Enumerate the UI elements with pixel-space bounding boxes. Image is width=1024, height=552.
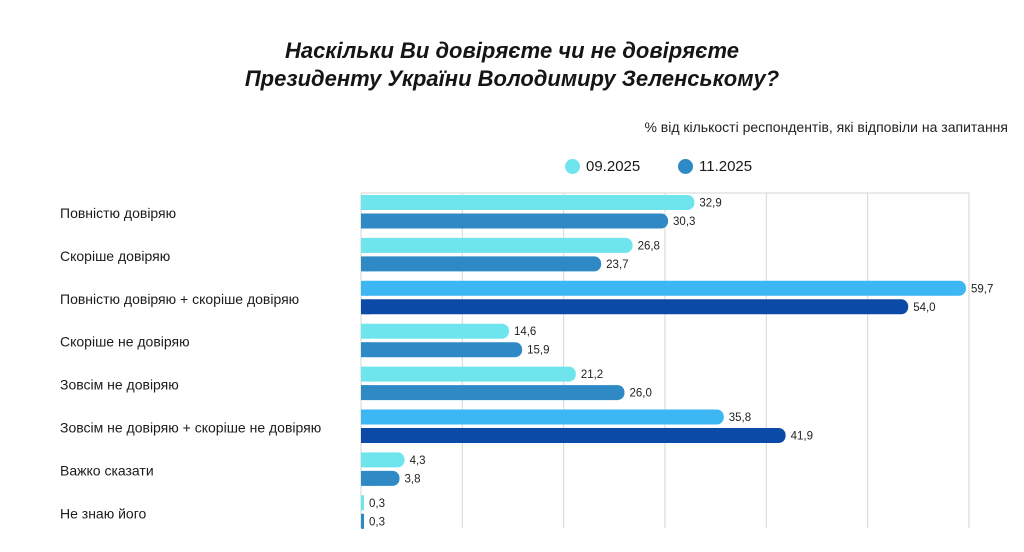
- data-label: 41,9: [791, 431, 813, 443]
- chart-title-line-1: Наскільки Ви довіряєте чи не довіряєте: [284, 38, 740, 63]
- data-label: 59,7: [971, 283, 993, 295]
- bar-09-2025: [361, 452, 405, 468]
- legend-swatch: [565, 159, 580, 174]
- legend-item-11-2025: 11.2025: [678, 158, 752, 175]
- legend-label: 09.2025: [586, 158, 641, 175]
- data-label: 32,9: [699, 198, 721, 210]
- bar-base: [361, 195, 369, 210]
- bar-09-2025: [361, 366, 576, 382]
- bar-11-2025: [361, 342, 523, 358]
- data-label: 14,6: [514, 326, 536, 338]
- category-label: Скоріше довіряю: [60, 248, 170, 264]
- bar-11-2025: [361, 213, 669, 229]
- bar-09-2025: [361, 409, 724, 425]
- bar-base: [361, 452, 369, 468]
- category-label: Скоріше не довіряю: [60, 334, 190, 350]
- bar-base: [361, 280, 369, 296]
- data-label: 15,9: [527, 345, 549, 357]
- bar-base: [361, 495, 365, 511]
- bar-base: [361, 323, 369, 339]
- bar-base: [361, 213, 369, 229]
- data-label: 0,3: [369, 498, 385, 510]
- data-label: 21,2: [581, 369, 603, 381]
- bar-09-2025: [361, 195, 695, 210]
- bar-base: [361, 385, 369, 401]
- bar-base: [361, 513, 365, 529]
- category-label: Важко сказати: [60, 462, 154, 478]
- bar-base: [361, 342, 369, 358]
- data-label: 4,3: [410, 455, 426, 467]
- bar-base: [361, 409, 369, 425]
- data-label: 26,0: [629, 388, 651, 400]
- bar-base: [361, 366, 369, 382]
- bar-11-2025: [361, 299, 909, 315]
- bar-11-2025: [361, 385, 625, 401]
- bar-base: [361, 299, 369, 315]
- data-label: 0,3: [369, 516, 385, 528]
- bar-base: [361, 256, 369, 272]
- bar-09-2025: [361, 280, 966, 296]
- category-label: Зовсім не довіряю: [60, 377, 179, 393]
- category-label: Зовсім не довіряю + скоріше не довіряю: [60, 420, 321, 436]
- data-label: 54,0: [913, 302, 935, 314]
- category-label: Повністю довіряю: [60, 205, 176, 221]
- bar-11-2025: [361, 428, 786, 443]
- data-label: 26,8: [638, 240, 660, 252]
- legend-item-09-2025: 09.2025: [565, 158, 640, 175]
- bar-base: [361, 428, 369, 443]
- bar-09-2025: [361, 237, 633, 253]
- legend-swatch: [678, 159, 693, 174]
- bar-base: [361, 237, 369, 253]
- bar-base: [361, 470, 369, 486]
- bar-11-2025: [361, 256, 602, 272]
- category-label: Повністю довіряю + скоріше довіряю: [60, 291, 299, 307]
- bar-11-2025: [361, 470, 400, 486]
- chart-title-line-2: Президенту України Володимиру Зеленськом…: [244, 66, 780, 91]
- data-label: 23,7: [606, 259, 628, 271]
- category-label: Не знаю його: [60, 505, 147, 521]
- data-label: 3,8: [405, 473, 421, 485]
- bar-09-2025: [361, 323, 509, 339]
- data-label: 35,8: [729, 412, 751, 424]
- legend-label: 11.2025: [699, 158, 753, 175]
- data-label: 30,3: [673, 216, 695, 228]
- chart-subtitle: % від кількості респондентів, які відпов…: [644, 119, 1008, 135]
